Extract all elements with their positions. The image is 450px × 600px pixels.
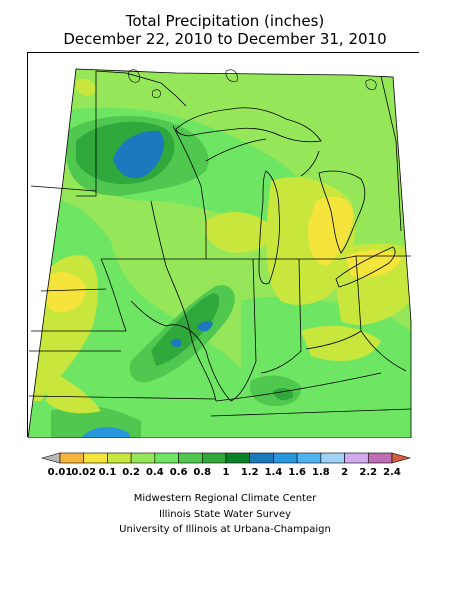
legend-swatch: [320, 452, 345, 464]
legend-tick-label: 1: [223, 467, 230, 478]
legend-tick-label: 1.4: [265, 467, 283, 478]
legend-tick-label: 2.2: [359, 467, 377, 478]
legend-swatch: [201, 452, 227, 464]
zone-0-2-0-4: [205, 211, 272, 253]
legend-tick-label: 2: [341, 467, 348, 478]
precipitation-shading: [28, 69, 411, 438]
legend-tick-label: 0.6: [170, 467, 188, 478]
legend-swatch: [249, 452, 274, 464]
credit-line-2: Illinois State Water Survey: [158, 509, 292, 520]
legend-swatch: [154, 452, 179, 464]
legend-swatch: [178, 452, 203, 464]
legend-swatch: [83, 452, 108, 464]
legend-swatch: [107, 452, 132, 464]
legend-swatch-low: [40, 452, 61, 464]
legend-tick-label: 1.2: [241, 467, 259, 478]
legend-swatch: [59, 452, 85, 464]
legend-swatch: [296, 452, 322, 464]
legend-swatch: [367, 452, 393, 464]
legend-tick-label: 0.4: [146, 467, 164, 478]
state-boundaries: [28, 70, 412, 417]
legend-swatch-high: [391, 452, 412, 464]
zone-0-1-0-2: [40, 271, 86, 313]
legend-tick-label: 0.2: [122, 467, 140, 478]
credit-line-3: University of Illinois at Urbana-Champai…: [119, 524, 331, 535]
map-canvas: [28, 53, 420, 438]
legend-swatch: [273, 452, 298, 464]
legend-tick-label: 0.01: [48, 467, 73, 478]
precipitation-map: [27, 52, 420, 438]
legend-swatch: [225, 452, 251, 464]
legend-tick-label: 0.02: [71, 467, 96, 478]
legend-tick-label: 1.8: [312, 467, 330, 478]
credit-line-1: Midwestern Regional Climate Center: [133, 493, 317, 504]
map-subtitle: December 22, 2010 to December 31, 2010: [63, 30, 387, 48]
legend-tick-label: 0.8: [193, 467, 211, 478]
legend-tick-label: 0.1: [99, 467, 117, 478]
legend-swatch: [344, 452, 369, 464]
legend-tick-label: 2.4: [383, 467, 401, 478]
zone-1-2-1-4: [113, 130, 164, 179]
legend-swatch: [130, 452, 156, 464]
map-title: Total Precipitation (inches): [125, 12, 325, 30]
legend-tick-label: 1.6: [288, 467, 306, 478]
color-legend: 0.01 0.02 0.1 0.2 0.4 0.6 0.8 1 1.2 1.4 1.6 1.8 2 2.2…: [40, 452, 412, 478]
